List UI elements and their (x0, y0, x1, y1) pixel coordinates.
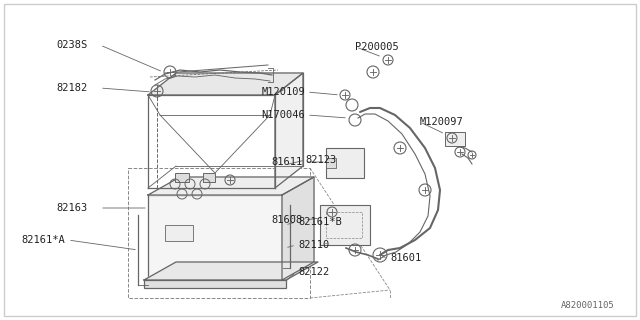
Text: 82182: 82182 (57, 83, 88, 93)
Text: 82122: 82122 (298, 267, 329, 277)
Text: N170046: N170046 (261, 110, 305, 120)
Polygon shape (148, 73, 303, 95)
Bar (320, 205, 370, 245)
Bar (326, 148, 364, 178)
Text: 81608: 81608 (272, 215, 303, 225)
Bar (144, 280, 286, 288)
Text: 0238S: 0238S (57, 40, 88, 50)
Text: 82110: 82110 (298, 240, 329, 250)
Text: A820001105: A820001105 (561, 301, 615, 310)
Text: M120097: M120097 (420, 117, 464, 127)
Text: 82163: 82163 (57, 203, 88, 213)
Bar (203, 173, 215, 182)
Text: 82161*B: 82161*B (298, 217, 342, 227)
Text: 82123: 82123 (305, 155, 336, 165)
Polygon shape (282, 177, 314, 280)
Bar (326, 158, 336, 168)
Text: 81601: 81601 (390, 253, 421, 263)
Text: 81611: 81611 (272, 157, 303, 167)
Bar (445, 132, 465, 146)
Polygon shape (144, 262, 318, 280)
Text: P200005: P200005 (355, 42, 399, 52)
Bar (175, 173, 189, 182)
Polygon shape (148, 177, 314, 195)
Bar (128, 168, 310, 298)
Bar (165, 225, 193, 241)
Bar (326, 212, 362, 238)
Text: 82161*A: 82161*A (21, 235, 65, 245)
Text: M120109: M120109 (261, 87, 305, 97)
Bar (148, 195, 282, 280)
Polygon shape (275, 73, 303, 188)
